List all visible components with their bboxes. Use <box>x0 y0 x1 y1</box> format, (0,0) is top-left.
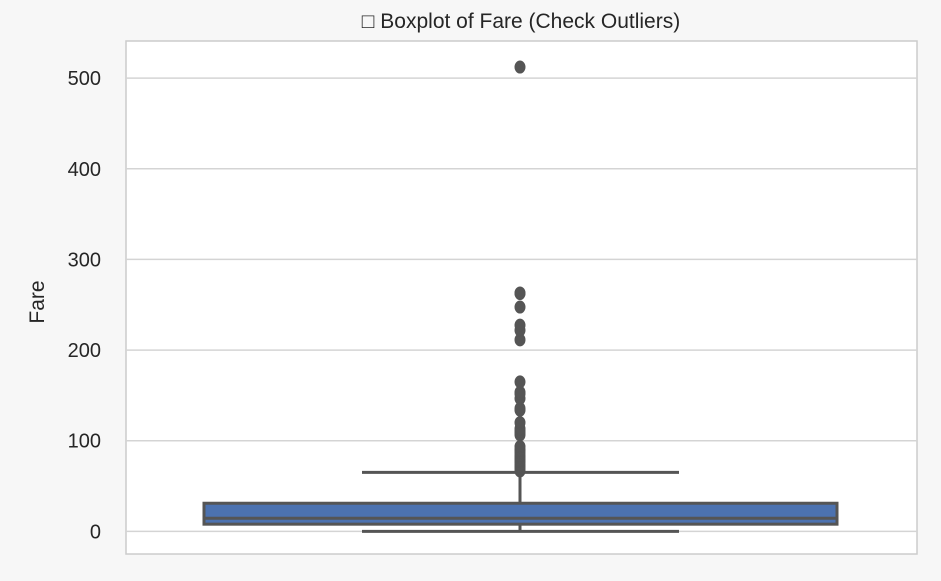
outlier-point <box>514 375 526 389</box>
y-tick-labels: 0 100 200 300 400 500 <box>68 68 101 543</box>
outlier-point <box>514 300 526 314</box>
y-tick-label: 200 <box>68 340 101 362</box>
outlier-point <box>514 416 526 430</box>
chart-title: □ Boxplot of Fare (Check Outliers) <box>362 10 680 33</box>
y-tick-label: 400 <box>68 159 101 181</box>
y-tick-label: 500 <box>68 68 101 90</box>
outlier-point <box>514 286 526 300</box>
outlier-point <box>514 440 526 454</box>
outlier-point <box>514 60 526 74</box>
outlier-points <box>514 60 526 478</box>
y-tick-label: 100 <box>68 431 101 453</box>
y-axis-label: Fare <box>26 280 49 323</box>
box-layer <box>202 470 839 533</box>
y-tick-label: 300 <box>68 249 101 271</box>
iqr-box <box>202 501 839 526</box>
outlier-point <box>514 318 526 332</box>
grid-lines <box>126 77 917 533</box>
y-tick-label: 0 <box>90 521 101 543</box>
